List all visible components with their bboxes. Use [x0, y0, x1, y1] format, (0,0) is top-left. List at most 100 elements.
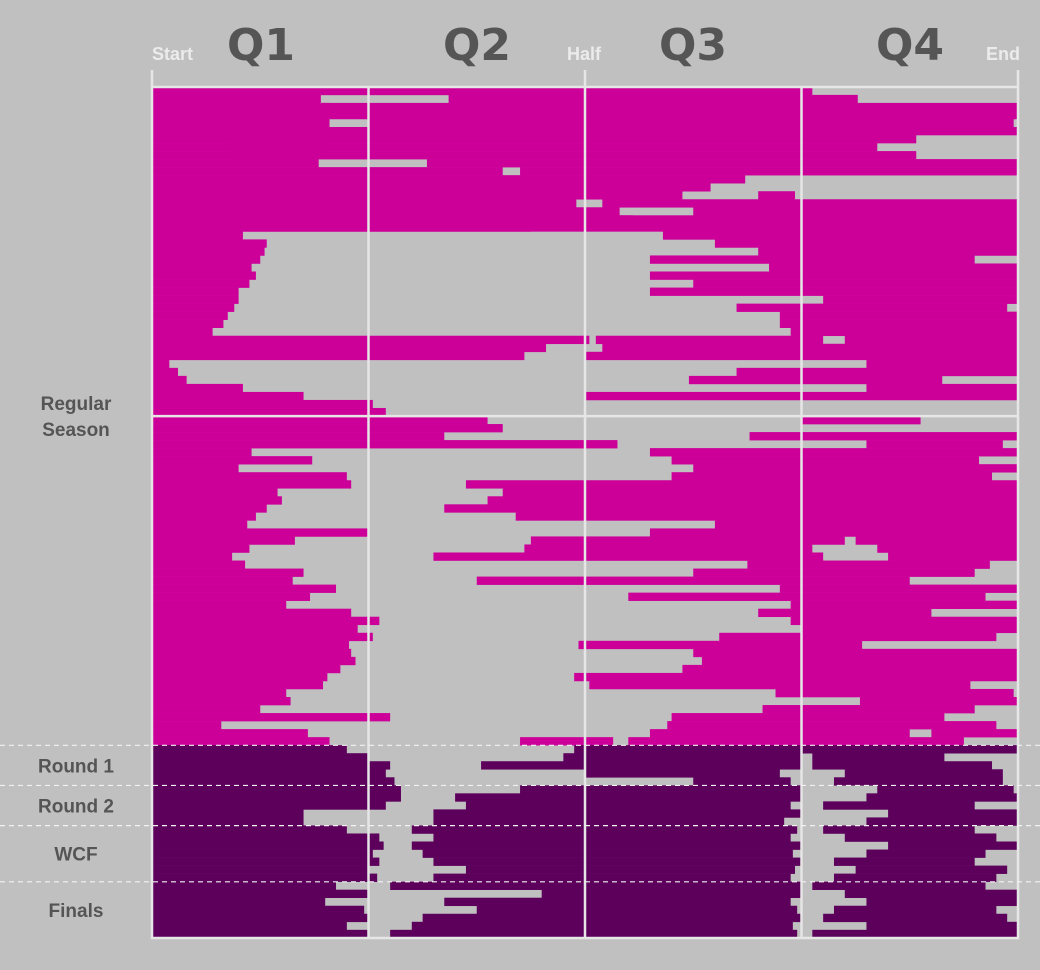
game-lead-bar	[476, 576, 910, 585]
game-lead-bar	[877, 544, 1018, 553]
game-lead-bar	[487, 496, 1018, 505]
game-lead-bar	[866, 817, 1018, 826]
game-lead-bar	[649, 271, 1018, 280]
game-lead-bar	[152, 480, 352, 489]
game-lead-bar	[152, 672, 328, 682]
game-lead-bar	[152, 616, 380, 626]
game-lead-bar	[152, 303, 235, 312]
game-lead-bar	[152, 713, 391, 722]
game-lead-bar	[422, 913, 802, 923]
game-lead-bar	[238, 110, 1019, 120]
game-lead-bar	[152, 737, 330, 746]
game-lead-bar	[859, 697, 1018, 706]
quarter-label-q4: Q4	[876, 20, 944, 71]
game-lead-bar	[152, 552, 233, 561]
game-lead-bar	[888, 552, 1018, 561]
game-lead-bar	[152, 624, 358, 634]
game-lead-bar	[649, 528, 1018, 537]
game-lead-bar	[693, 279, 1018, 288]
game-lead-bar	[152, 721, 222, 730]
section-label: Regular Season	[41, 394, 112, 441]
game-lead-bar	[152, 913, 369, 923]
game-lead-bar	[812, 929, 1018, 939]
game-lead-bar	[152, 825, 347, 834]
start-label: Start	[152, 44, 193, 64]
game-lead-bar	[649, 729, 910, 738]
game-lead-bar	[779, 311, 1018, 320]
game-lead-bar	[152, 383, 243, 393]
game-lead-bar	[628, 592, 986, 601]
section-label: Round 1	[38, 756, 114, 777]
game-lead-bar	[833, 777, 1003, 786]
game-lead-bar	[152, 801, 386, 810]
game-lead-bar	[693, 568, 975, 577]
game-lead-bar	[823, 825, 975, 834]
game-lead-bar	[688, 375, 943, 385]
section-label: WCF	[54, 845, 97, 866]
game-lead-bar	[411, 825, 798, 834]
game-lead-bar	[481, 761, 802, 770]
game-lead-bar	[152, 640, 350, 650]
game-lead-bar	[769, 263, 1018, 272]
game-lead-bar	[152, 496, 282, 505]
game-lead-bar	[775, 688, 1014, 698]
game-lead-bar	[152, 656, 356, 666]
game-lead-bar	[152, 175, 746, 184]
quarter-label-q2: Q2	[443, 20, 511, 71]
game-lead-bar	[444, 897, 791, 907]
game-lead-bar	[433, 873, 791, 882]
game-lead-bar	[465, 801, 791, 810]
game-lead-bar	[747, 560, 990, 569]
game-lead-bar	[152, 424, 503, 433]
game-lead-bar	[152, 488, 278, 497]
game-lead-bar	[152, 295, 239, 304]
game-lead-bar	[152, 351, 525, 361]
game-lead-bar	[152, 648, 352, 658]
game-lead-bar	[152, 753, 369, 762]
game-lead-bar	[866, 921, 1018, 931]
game-lead-bar	[195, 223, 1019, 232]
game-lead-bar	[152, 905, 365, 915]
game-lead-bar	[758, 247, 1018, 256]
game-lead-bar	[866, 793, 1018, 802]
game-lead-bar	[589, 680, 971, 690]
game-lead-bar	[866, 359, 1018, 369]
game-lead-bar	[693, 464, 1018, 473]
game-lead-bar	[152, 584, 337, 593]
game-lead-bar	[152, 680, 324, 690]
game-lead-bar	[693, 207, 1018, 216]
game-lead-bar	[184, 102, 1018, 112]
game-lead-bar	[152, 921, 347, 931]
game-lead-bar	[736, 367, 1018, 377]
game-lead-bar	[833, 905, 997, 915]
game-lead-bar	[520, 167, 1018, 176]
game-lead-bar	[152, 697, 291, 706]
game-lead-bar	[152, 311, 228, 320]
game-lead-bar	[152, 255, 261, 264]
game-lead-bar	[152, 761, 391, 770]
game-lead-bar	[152, 528, 369, 537]
game-lead-bar	[762, 705, 975, 714]
game-lead-bar	[152, 151, 313, 160]
game-lead-bar	[152, 375, 187, 385]
game-lead-bar	[833, 873, 997, 882]
game-lead-bar	[152, 159, 319, 168]
game-lead-bar	[877, 785, 1014, 794]
game-lead-bar	[152, 520, 248, 529]
game-lead-bar	[152, 86, 813, 96]
game-lead-bar	[152, 777, 395, 786]
game-lead-bar	[152, 897, 326, 907]
game-lead-bar	[585, 769, 780, 778]
game-lead-bar	[152, 287, 239, 296]
game-lead-bar	[563, 753, 802, 762]
game-lead-bar	[574, 745, 1018, 754]
game-lead-bar	[855, 536, 1019, 545]
game-lead-bar	[152, 231, 243, 240]
game-lead-bar	[238, 126, 1019, 136]
game-lead-bar	[260, 135, 917, 144]
bars-layer	[152, 86, 1019, 939]
game-lead-bar	[714, 520, 1018, 529]
game-lead-bar	[152, 207, 620, 216]
game-lead-bar	[701, 656, 1018, 666]
game-lead-bar	[790, 616, 1018, 626]
